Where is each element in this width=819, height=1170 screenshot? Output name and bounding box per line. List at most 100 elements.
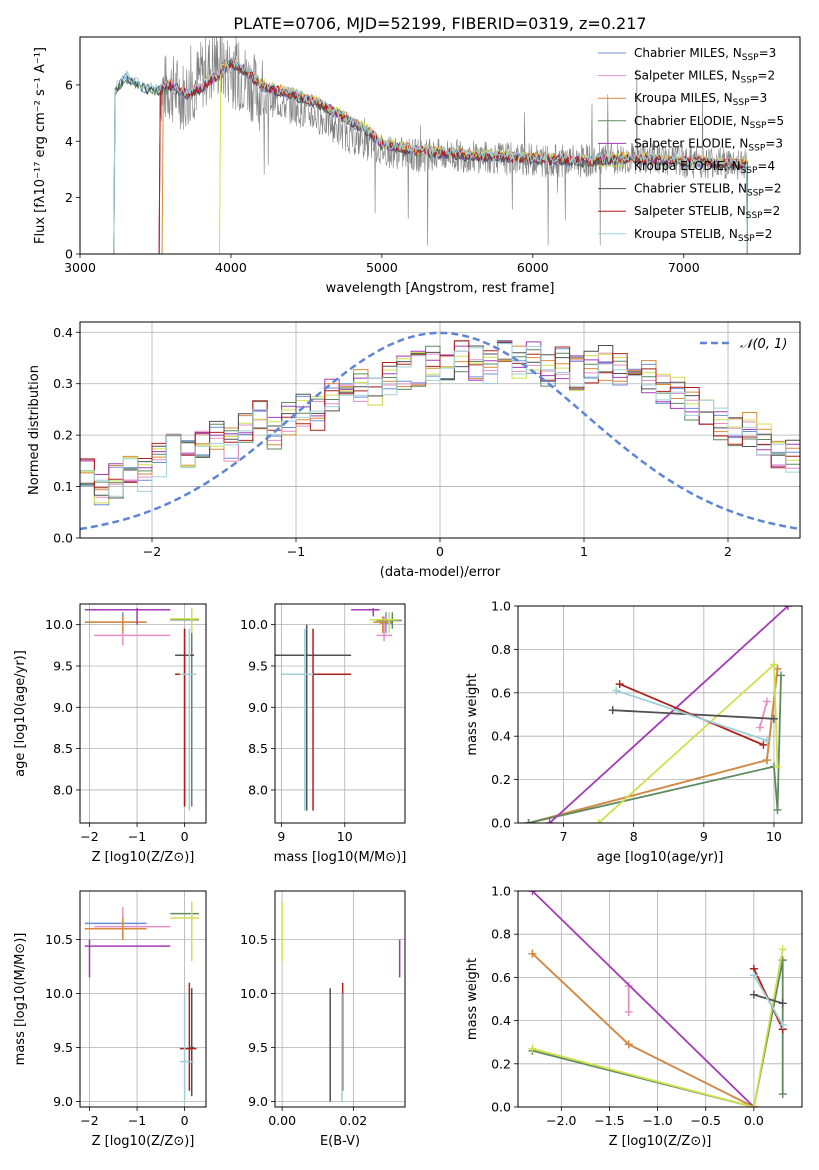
weight-line [532,949,784,1107]
weight-point-marker [524,819,533,823]
panel-spectrum: 3000 4000 5000 6000 7000 0 2 4 6 wavelength [Angs… [33,36,801,296]
weight-point-marker [749,990,758,999]
weight-point-marker [759,740,768,749]
x-tick-label: 0 [181,1113,189,1128]
y-tick-label: 0.2 [491,772,511,787]
y-tick-label: 0.3 [53,376,73,391]
y-tick-label: 0.8 [491,927,511,942]
weight-point-marker [769,660,778,669]
y-tick-label: 9.5 [53,1040,73,1055]
legend-label-subscript: SSP [738,234,755,244]
legend-label-value: =2 [755,227,773,241]
y-tick-label: 9.0 [53,700,73,715]
y-tick-label: 0.6 [491,970,511,985]
figure-title: PLATE=0706, MJD=52199, FIBERID=0319, z=0… [233,14,646,33]
y-axis-label: Flux [fλ10⁻¹⁷ erg cm⁻² s⁻¹ A⁻¹] [33,47,48,244]
plot-area [275,608,402,811]
legend-label: Kroupa ELODIE, NSSP=4 [634,159,775,176]
legend-label-value: =3 [750,91,768,105]
axes-frame [79,321,801,539]
y-tick-label: 0.2 [491,1056,511,1071]
weight-line [528,668,779,823]
y-tick-label: 10.0 [240,986,268,1001]
y-tick-label: 9.0 [248,700,268,715]
x-tick-label: 3000 [64,260,96,275]
spectrum-model-line [110,56,748,254]
legend-label-subscript: SSP [750,121,767,131]
y-tick-label: 6 [65,77,73,92]
weight-point-marker [749,971,758,980]
weight-point-marker [608,706,617,715]
legend-label-value: =3 [759,46,777,60]
y-tick-label: 2 [65,190,73,205]
weight-point-marker [528,891,537,895]
plot-area [524,606,792,823]
x-axis-label: (data-model)/error [380,565,501,580]
legend-label: Kroupa MILES, NSSP=3 [634,91,767,108]
weight-point-marker [773,805,782,814]
y-tick-label: 0.0 [53,531,73,546]
x-tick-label: 1 [580,544,588,559]
x-axis-label: Z [log10(Z/Z⊙)] [609,1134,712,1149]
x-tick-label: 9 [277,829,285,844]
x-axis-label: Z [log10(Z/Z⊙)] [92,850,195,865]
weight-point-marker [773,762,782,771]
legend-label: Chabrier STELIB, NSSP=2 [634,182,782,199]
plot-area [84,901,199,1102]
x-tick-label: −2 [80,1113,98,1128]
weight-point-marker [778,999,787,1008]
legend-label-subscript: SSP [747,189,764,199]
x-tick-label: 0.00 [268,1113,296,1128]
weight-line [531,891,755,1107]
histogram-step-line [80,342,800,499]
plot-area [528,891,787,1107]
x-tick-label: 9 [700,829,708,844]
weight-point-marker [778,945,787,954]
plot-area [110,37,748,254]
x-tick-label: −1 [128,1113,146,1128]
histogram-step-line [80,343,800,497]
legend-label: Kroupa STELIB, NSSP=2 [634,227,772,244]
x-tick-label: −1 [287,544,305,559]
legend-label: Salpeter STELIB, NSSP=2 [634,204,780,221]
plot-area [80,331,800,531]
weight-line [528,675,782,823]
axes-frame [274,890,406,1108]
y-axis-label: mass weight [465,958,480,1040]
y-tick-label: 10.0 [45,617,73,632]
x-tick-label: −2.0 [546,1113,576,1128]
y-tick-label: 0 [65,247,73,262]
panel-mass-vs-Z: −2 −1 0 9.0 9.5 10.0 10.5 Z [log10(Z/Z⊙)] mass [… [13,890,207,1149]
x-tick-label: 2 [724,544,732,559]
x-axis-label: Z [log10(Z/Z⊙)] [92,1134,195,1149]
x-tick-label: 0 [181,829,189,844]
y-tick-label: 8.5 [248,741,268,756]
panel-mass-weight-vs-age: 7 8 9 10 0.0 0.2 0.4 0.6 0.8 1.0 age [log10(age/yr… [465,599,803,865]
axes-frame [79,890,207,1108]
y-tick-label: 10.5 [45,932,73,947]
x-axis-label: mass [log10(M/M⊙)] [274,850,407,865]
weight-line [619,683,764,746]
y-tick-label: 0.4 [491,1013,511,1028]
x-tick-label: −2 [80,829,98,844]
weight-point-marker [749,1103,758,1107]
weight-point-marker [615,680,624,689]
panel-mass-vs-EBV: 0.00 0.02 9.0 9.5 10.0 10.5 E(B-V) [240,890,406,1149]
y-tick-label: 8.0 [53,782,73,797]
x-tick-label: −2 [143,544,161,559]
legend-label-subscript: SSP [748,143,765,153]
y-tick-label: 4 [65,134,73,149]
gaussian-curve [80,331,800,531]
legend-label-value: =3 [765,136,783,150]
weight-point-marker [755,723,764,732]
weight-point-marker [783,606,792,610]
x-tick-label: −0.5 [691,1113,721,1128]
weight-line [615,689,768,742]
x-axis-label: wavelength [Angstrom, rest frame] [326,281,555,296]
y-axis-label: Normed distribution [27,365,42,495]
weight-point-marker [594,819,603,823]
weight-point-marker [778,1020,787,1029]
weight-line [759,701,768,728]
weight-point-marker [624,1040,633,1049]
